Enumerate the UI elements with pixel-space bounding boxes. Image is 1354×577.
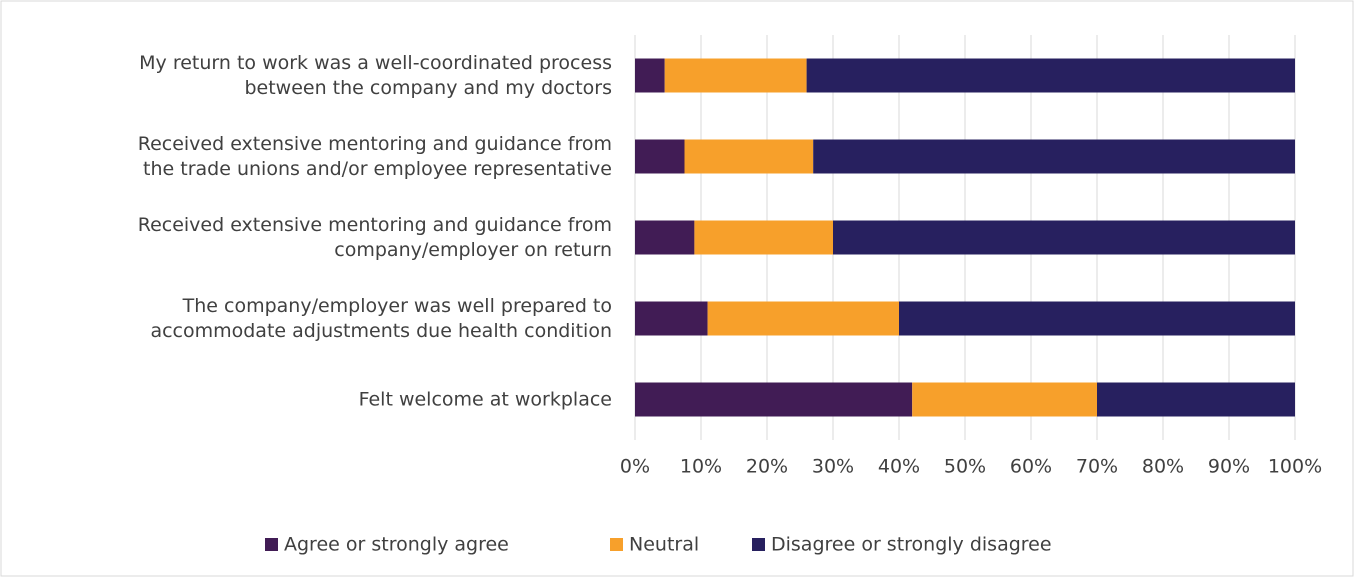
x-tick-label: 10% (680, 456, 722, 478)
bar-segment (684, 139, 814, 174)
category-label: Received extensive mentoring and guidanc… (138, 214, 612, 261)
legend-swatch (610, 538, 623, 551)
x-tick-label: 50% (944, 456, 986, 478)
bar-segment (833, 220, 1295, 255)
x-tick-label: 40% (878, 456, 920, 478)
bar-segment (806, 58, 1295, 93)
bar-segment (635, 301, 708, 336)
x-tick-label: 20% (746, 456, 788, 478)
bar-segment (899, 301, 1295, 336)
bar-segment (635, 220, 695, 255)
bar-segment (635, 382, 913, 417)
legend-swatch (265, 538, 278, 551)
bar-segment (664, 58, 807, 93)
legend-label: Agree or strongly agree (284, 534, 509, 556)
bar-segment (912, 382, 1097, 417)
legend-label: Neutral (629, 534, 699, 556)
bar-segment (635, 139, 685, 174)
x-tick-label: 70% (1076, 456, 1118, 478)
category-label: The company/employer was well prepared t… (150, 295, 612, 342)
bar-segment (707, 301, 899, 336)
x-tick-label: 0% (620, 456, 650, 478)
legend-swatch (752, 538, 765, 551)
x-tick-label: 80% (1142, 456, 1184, 478)
category-label: My return to work was a well-coordinated… (139, 52, 612, 99)
x-tick-label: 90% (1208, 456, 1250, 478)
x-tick-label: 100% (1268, 456, 1322, 478)
bar-segment (1097, 382, 1295, 417)
bar-segment (813, 139, 1295, 174)
bar-segment (635, 58, 665, 93)
category-label: Felt welcome at workplace (359, 388, 612, 410)
legend-label: Disagree or strongly disagree (771, 534, 1052, 556)
x-tick-label: 30% (812, 456, 854, 478)
x-tick-label: 60% (1010, 456, 1052, 478)
bar-segment (694, 220, 833, 255)
category-label: Received extensive mentoring and guidanc… (138, 133, 612, 180)
